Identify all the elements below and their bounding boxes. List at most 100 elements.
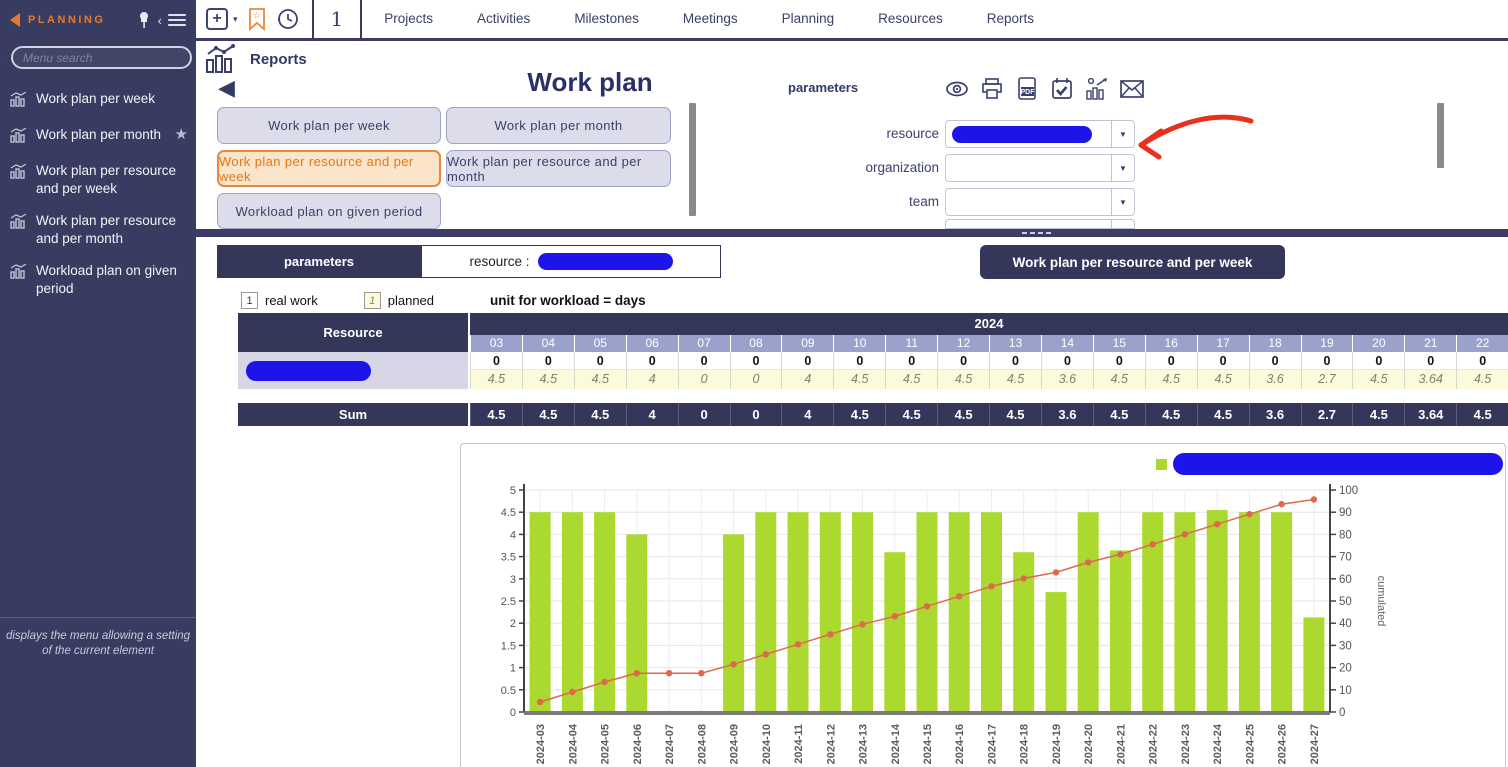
team-select[interactable]: [945, 188, 1111, 216]
report-button-work-plan-per-week[interactable]: Work plan per week: [217, 107, 441, 144]
planned-value: 4: [625, 370, 678, 389]
report-picker-scrollbar[interactable]: [689, 103, 696, 216]
app-brand: PLANNING: [28, 14, 106, 26]
field-resource: resource ▼: [886, 120, 1135, 148]
svg-text:70: 70: [1339, 552, 1352, 564]
svg-text:2024-17: 2024-17: [986, 724, 998, 764]
redacted-resource-name: [537, 253, 673, 270]
menu-burger-icon[interactable]: [168, 14, 186, 26]
email-icon[interactable]: [1120, 77, 1144, 101]
tab-activities[interactable]: Activities: [477, 11, 531, 26]
svg-text:2024-27: 2024-27: [1309, 724, 1321, 764]
week-header: 16: [1144, 335, 1197, 352]
sum-value: 4: [781, 403, 834, 426]
svg-text:☆: ☆: [252, 10, 260, 20]
sidebar-item-label: Work plan per resource and per month: [36, 213, 177, 246]
sum-value: 4.5: [937, 403, 990, 426]
svg-text:2024-26: 2024-26: [1277, 724, 1289, 764]
sum-value: 4.5: [573, 403, 626, 426]
parameters-scrollbar[interactable]: [1437, 103, 1444, 168]
planned-value: 4.5: [1092, 370, 1145, 389]
panel-splitter[interactable]: [196, 229, 1508, 237]
field-label: organization: [865, 160, 939, 175]
svg-text:50: 50: [1339, 596, 1352, 608]
dropdown-caret-icon[interactable]: ▼: [1111, 154, 1135, 182]
real-work-value: 0: [1352, 352, 1405, 370]
svg-text:2024-24: 2024-24: [1212, 723, 1224, 764]
report-button-work-plan-per-resource-and-per-month[interactable]: Work plan per resource and per month: [446, 150, 671, 187]
resource-select[interactable]: [945, 120, 1111, 148]
week-header: 08: [729, 335, 782, 352]
favorite-star-icon[interactable]: ★: [174, 126, 188, 143]
redacted-resource-name: [246, 360, 371, 381]
real-work-value: 0: [1040, 352, 1093, 370]
sidebar-item-work-plan-per-month[interactable]: Work plan per month ★: [0, 119, 196, 155]
week-header: 18: [1248, 335, 1301, 352]
pdf-icon[interactable]: PDF: [1015, 77, 1039, 101]
svg-text:4.5: 4.5: [501, 507, 516, 519]
menu-search-input[interactable]: [11, 46, 192, 69]
sidebar-item-work-plan-per-resource-and-per-week[interactable]: Work plan per resource and per week: [0, 155, 196, 205]
history-icon[interactable]: [276, 7, 300, 31]
report-button-workload-plan-on-given-period[interactable]: Workload plan on given period: [217, 193, 441, 229]
topbar-divider: [311, 0, 314, 38]
sidebar-item-workload-plan-on-given-period[interactable]: Workload plan on given period: [0, 255, 196, 305]
sidebar-menu: Work plan per week Work plan per month ★…: [0, 79, 196, 309]
organization-select[interactable]: [945, 154, 1111, 182]
real-work-value: 0: [729, 352, 782, 370]
tab-meetings[interactable]: Meetings: [682, 11, 738, 26]
svg-text:2024-16: 2024-16: [954, 724, 966, 764]
svg-text:2024-23: 2024-23: [1180, 724, 1192, 764]
print-icon[interactable]: [980, 77, 1004, 101]
bar-chart-icon: [10, 126, 27, 148]
collapse-arrow-icon[interactable]: [10, 13, 20, 27]
dropdown-caret-icon[interactable]: ▼: [1111, 120, 1135, 148]
report-button-work-plan-per-month[interactable]: Work plan per month: [446, 107, 671, 144]
week-header: 13: [989, 335, 1041, 352]
week-header: 07: [677, 335, 730, 352]
dropdown-caret-icon[interactable]: ▼: [1111, 188, 1135, 216]
svg-text:PDF: PDF: [1021, 89, 1036, 96]
bookmark-icon[interactable]: ☆: [247, 7, 267, 31]
sidebar-item-work-plan-per-week[interactable]: Work plan per week: [0, 83, 196, 119]
tab-reports[interactable]: Reports: [986, 11, 1034, 26]
svg-text:90: 90: [1339, 507, 1352, 519]
tab-milestones[interactable]: Milestones: [574, 11, 639, 26]
preview-icon[interactable]: [945, 77, 969, 101]
schedule-icon[interactable]: [1050, 77, 1074, 101]
sidebar-item-label: Work plan per month: [36, 127, 162, 142]
svg-text:2024-06: 2024-06: [632, 724, 644, 764]
add-button[interactable]: +: [206, 8, 228, 30]
tab-resources[interactable]: Resources: [878, 11, 943, 26]
tab-projects[interactable]: Projects: [384, 11, 434, 26]
run-report-button[interactable]: Work plan per resource and per week: [980, 245, 1285, 279]
svg-text:1: 1: [510, 663, 516, 675]
real-work-value: 0: [677, 352, 730, 370]
tab-planning[interactable]: Planning: [781, 11, 835, 26]
sidebar-item-work-plan-per-resource-and-per-month[interactable]: Work plan per resource and per month: [0, 205, 196, 255]
sidebar-item-label: Work plan per resource and per week: [36, 163, 177, 196]
week-header: 12: [937, 335, 990, 352]
report-icon[interactable]: [1085, 77, 1109, 101]
splitter-grip[interactable]: [1022, 232, 1051, 234]
parameters-tab[interactable]: parameters: [217, 245, 421, 278]
week-header: 06: [625, 335, 678, 352]
week-header: 21: [1404, 335, 1457, 352]
workload-chart: 0 0.5 1 1.5 2 2.5 3 3.5 4 4.5 5 0 10 20 30 40 50 60 70 80 90…: [460, 443, 1506, 767]
report-button-work-plan-per-resource-and-per-week[interactable]: Work plan per resource and per week: [217, 150, 441, 187]
chevron-left-icon[interactable]: ‹: [157, 12, 162, 28]
page-title: Work plan: [527, 67, 653, 97]
resource-column-header: Resource: [238, 313, 470, 352]
svg-text:2024-12: 2024-12: [825, 724, 837, 764]
add-dropdown-caret[interactable]: ▾: [233, 13, 238, 24]
planned-value: 4: [781, 370, 834, 389]
svg-text:2024-22: 2024-22: [1148, 724, 1160, 764]
search-icon: [6, 57, 7, 58]
legend-swatch: [1156, 458, 1167, 470]
planned-value: 4.5: [1196, 370, 1249, 389]
sum-value: 3.6: [1248, 403, 1301, 426]
real-work-value: 0: [1300, 352, 1353, 370]
week-header: 03: [470, 335, 522, 352]
back-arrow-button[interactable]: ◀: [218, 75, 235, 100]
pin-icon[interactable]: [136, 11, 152, 29]
